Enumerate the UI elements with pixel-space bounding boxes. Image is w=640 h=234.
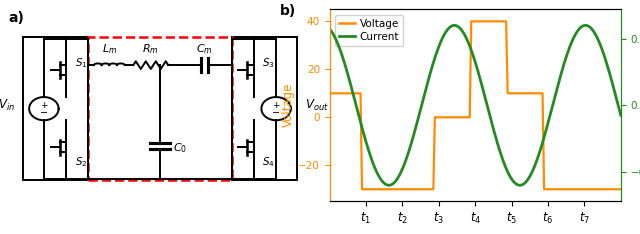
Text: $V_{out}$: $V_{out}$ <box>305 98 329 113</box>
Text: −: − <box>40 108 48 118</box>
Legend: Voltage, Current: Voltage, Current <box>335 15 403 46</box>
Bar <box>88 37 232 180</box>
Text: $L_m$: $L_m$ <box>102 42 117 56</box>
Text: a): a) <box>8 11 24 25</box>
Bar <box>232 37 297 180</box>
Text: $S_4$: $S_4$ <box>262 155 275 169</box>
Text: $V_{in}$: $V_{in}$ <box>0 98 15 113</box>
Y-axis label: Voltage: Voltage <box>282 83 295 128</box>
Text: $S_3$: $S_3$ <box>262 56 275 70</box>
Text: $S_1$: $S_1$ <box>75 56 88 70</box>
Text: b): b) <box>280 4 296 18</box>
Text: +: + <box>273 101 280 110</box>
Text: $C_0$: $C_0$ <box>173 142 187 155</box>
Text: $R_m$: $R_m$ <box>143 42 159 56</box>
Text: −: − <box>272 108 280 118</box>
Text: $S_2$: $S_2$ <box>75 155 87 169</box>
Text: +: + <box>40 101 47 110</box>
Text: $C_m$: $C_m$ <box>196 42 213 56</box>
Bar <box>23 37 88 180</box>
